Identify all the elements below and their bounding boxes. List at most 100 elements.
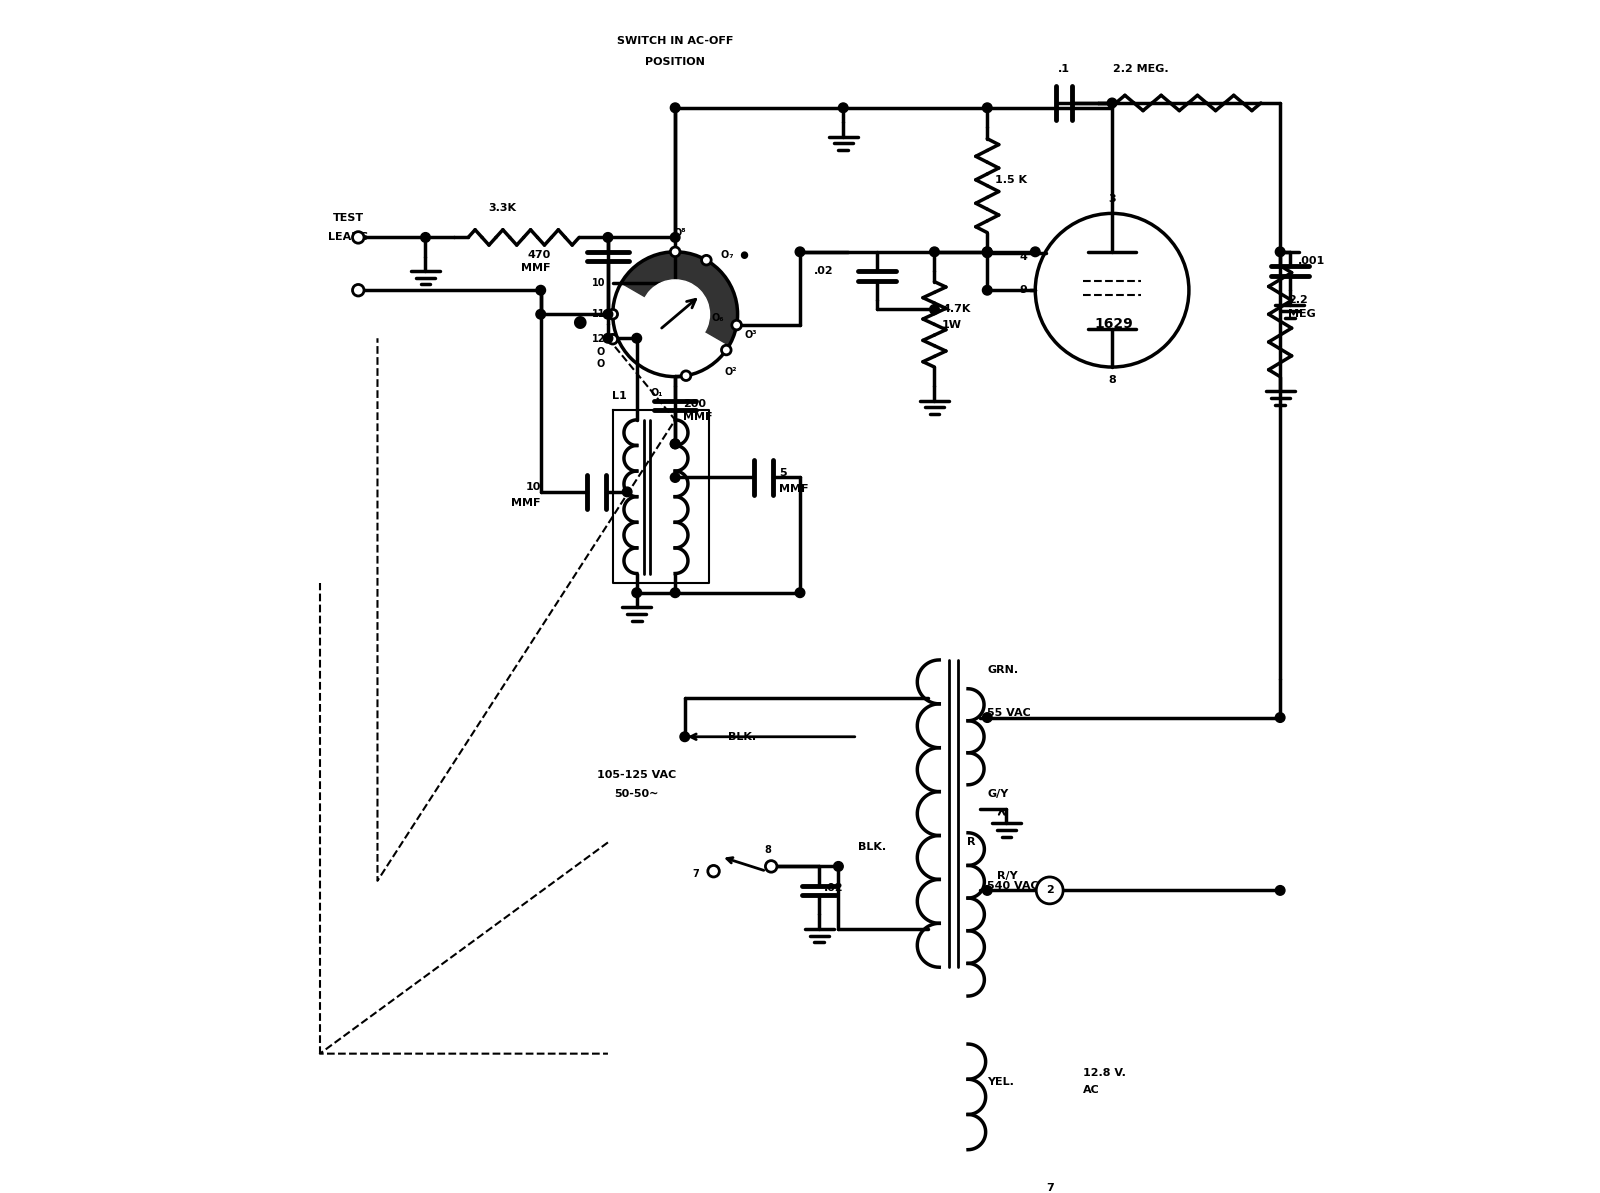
Circle shape: [722, 345, 731, 354]
Text: POSITION: POSITION: [645, 57, 706, 67]
Text: TEST: TEST: [333, 214, 365, 223]
Text: 4: 4: [1019, 252, 1027, 261]
Circle shape: [982, 248, 992, 258]
Circle shape: [731, 320, 741, 330]
Text: YEL.: YEL.: [987, 1077, 1014, 1088]
Text: O₇  ●: O₇ ●: [720, 251, 749, 260]
Text: MEG: MEG: [1288, 309, 1315, 320]
Text: 11: 11: [592, 309, 605, 320]
Circle shape: [838, 103, 848, 112]
Text: 12.8 V.: 12.8 V.: [1083, 1068, 1126, 1077]
Circle shape: [982, 247, 992, 256]
Text: 540 VAC: 540 VAC: [987, 880, 1038, 891]
Circle shape: [680, 733, 690, 742]
Circle shape: [421, 233, 430, 242]
Text: 1W: 1W: [942, 320, 962, 329]
Circle shape: [1275, 885, 1285, 895]
Circle shape: [707, 865, 720, 877]
Circle shape: [765, 860, 778, 872]
Text: 200: 200: [683, 398, 706, 408]
Circle shape: [603, 309, 613, 319]
Circle shape: [1037, 877, 1062, 904]
Text: L1: L1: [613, 390, 627, 401]
Circle shape: [930, 304, 939, 314]
Circle shape: [670, 439, 680, 449]
Circle shape: [682, 371, 691, 381]
Text: ●: ●: [571, 313, 586, 330]
Wedge shape: [621, 252, 738, 346]
Circle shape: [608, 334, 618, 344]
Circle shape: [670, 472, 680, 482]
Text: 50-50~: 50-50~: [614, 790, 659, 799]
Circle shape: [1030, 247, 1040, 256]
Text: .1: .1: [1058, 64, 1070, 74]
Text: AC: AC: [1083, 1086, 1101, 1095]
Circle shape: [1037, 1175, 1062, 1193]
Text: 9: 9: [1019, 285, 1027, 295]
Circle shape: [930, 247, 939, 256]
Text: LEADS: LEADS: [328, 233, 370, 242]
Text: O²: O²: [725, 367, 738, 377]
Circle shape: [1275, 712, 1285, 722]
Text: 8: 8: [765, 845, 771, 855]
Circle shape: [1107, 98, 1117, 107]
Circle shape: [982, 285, 992, 295]
Text: 1.5 K: 1.5 K: [995, 175, 1027, 185]
Text: .02: .02: [824, 884, 843, 894]
Text: BLK.: BLK.: [728, 731, 757, 742]
Text: O⁸: O⁸: [674, 228, 686, 237]
Circle shape: [603, 333, 613, 344]
Circle shape: [982, 103, 992, 112]
Text: .001: .001: [1298, 256, 1325, 266]
Text: 2: 2: [1046, 885, 1053, 896]
Text: R/Y: R/Y: [997, 871, 1018, 880]
Circle shape: [670, 439, 680, 449]
Text: 1629: 1629: [1094, 317, 1133, 330]
Text: .02: .02: [814, 266, 834, 276]
Text: 470: 470: [526, 249, 550, 260]
Text: O: O: [597, 359, 605, 369]
Text: 105-125 VAC: 105-125 VAC: [597, 771, 677, 780]
Circle shape: [536, 309, 546, 319]
Text: 55 VAC: 55 VAC: [987, 707, 1030, 718]
Text: R: R: [966, 837, 974, 847]
Circle shape: [603, 233, 613, 242]
Text: O³: O³: [744, 329, 757, 340]
Circle shape: [795, 588, 805, 598]
Text: 7: 7: [693, 869, 699, 879]
Circle shape: [670, 247, 680, 256]
Circle shape: [834, 861, 843, 871]
Text: MMF: MMF: [779, 484, 808, 494]
Text: MMF: MMF: [683, 412, 712, 422]
Text: 2.2: 2.2: [1288, 295, 1307, 305]
Text: 4.7K: 4.7K: [942, 304, 971, 315]
Circle shape: [795, 247, 805, 256]
Text: 8: 8: [1109, 375, 1115, 384]
Circle shape: [622, 487, 632, 496]
Circle shape: [982, 712, 992, 722]
Text: O: O: [597, 347, 605, 357]
Circle shape: [982, 247, 992, 256]
Circle shape: [632, 588, 642, 598]
Circle shape: [670, 103, 680, 112]
Circle shape: [536, 285, 546, 295]
Wedge shape: [642, 280, 709, 348]
Circle shape: [982, 885, 992, 895]
Text: O₆: O₆: [710, 313, 723, 322]
Circle shape: [608, 309, 618, 319]
Text: BLK.: BLK.: [858, 842, 886, 852]
Text: G/Y: G/Y: [987, 790, 1008, 799]
Circle shape: [352, 284, 365, 296]
Text: MMF: MMF: [522, 264, 550, 273]
Text: 10: 10: [592, 278, 605, 288]
Circle shape: [670, 588, 680, 598]
Text: 3: 3: [1109, 194, 1115, 204]
Text: 5: 5: [779, 468, 787, 477]
Text: GRN.: GRN.: [987, 665, 1018, 674]
Text: MMF: MMF: [512, 499, 541, 508]
Circle shape: [632, 333, 642, 344]
Circle shape: [352, 231, 365, 243]
Text: 3.3K: 3.3K: [488, 203, 517, 214]
Text: O₁: O₁: [650, 388, 662, 398]
Circle shape: [670, 233, 680, 242]
